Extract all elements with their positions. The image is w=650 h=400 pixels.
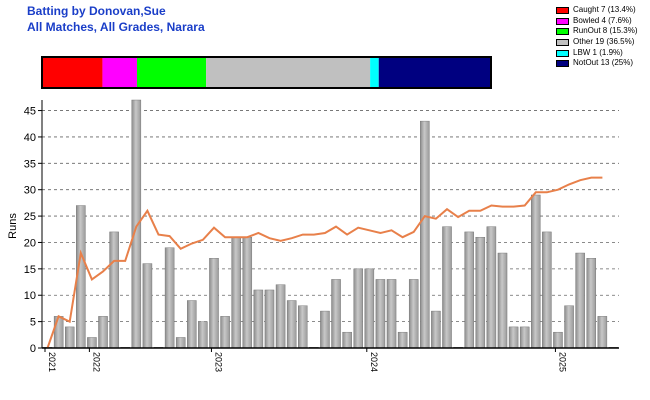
y-axis-label: Runs: [7, 213, 19, 239]
runs-bar: [564, 305, 574, 349]
runs-bar: [353, 268, 363, 349]
legend-label: LBW 1 (1.9%): [573, 47, 623, 57]
runs-bar: [497, 252, 508, 349]
runs-bar: [397, 331, 408, 349]
runs-bar: [364, 268, 375, 349]
legend-item: LBW 1 (1.9%): [556, 48, 637, 59]
dismissal-segment-bowled: [102, 57, 137, 88]
legend-swatch: [556, 38, 569, 46]
legend-swatch: [556, 28, 569, 36]
legend-item: Bowled 4 (7.6%): [556, 16, 637, 27]
average-line: [46, 176, 603, 349]
x-tick-label: 2024: [369, 352, 379, 372]
runs-bar: [64, 326, 75, 349]
runs-bar: [486, 226, 497, 349]
runs-bar: [475, 236, 486, 349]
x-tick-label: 2023: [213, 352, 223, 372]
runs-bar: [253, 289, 264, 349]
runs-bar: [586, 258, 597, 349]
runs-bars: [42, 99, 619, 349]
runs-bar: [597, 316, 608, 349]
dismissal-segment-lbw: [370, 57, 379, 88]
chart-title-line2: All Matches, All Grades, Narara: [27, 20, 205, 34]
runs-bar: [264, 289, 275, 349]
y-tick-label: 45: [24, 106, 36, 118]
runs-bar: [131, 99, 142, 349]
runs-bar: [386, 279, 397, 349]
dismissal-segment-other: [206, 57, 371, 88]
runs-bar: [286, 300, 297, 349]
legend: Caught 7 (13.4%) Bowled 4 (7.6%) RunOut 8 …: [556, 5, 637, 69]
legend-label: NotOut 13 (25%): [573, 58, 634, 68]
runs-bar: [142, 263, 153, 349]
runs-bar: [431, 310, 441, 349]
runs-bar: [175, 337, 186, 349]
dismissal-segment-runout: [136, 57, 207, 88]
x-tick-label: 2025: [557, 352, 567, 372]
runs-bar: [164, 247, 175, 349]
runs-bar: [53, 316, 64, 349]
legend-label: Other 19 (36.5%): [573, 37, 635, 47]
runs-bar: [198, 321, 208, 349]
runs-bar: [87, 337, 97, 349]
runs-bar: [320, 310, 330, 349]
runs-bar: [109, 231, 119, 349]
y-tick-label: 10: [24, 290, 36, 302]
runs-bar: [519, 326, 530, 349]
runs-bar: [220, 316, 230, 349]
y-tick-label: 20: [24, 237, 36, 249]
dismissal-segment-notout: [378, 57, 491, 88]
y-tick-label: 35: [24, 158, 36, 170]
legend-swatch: [556, 60, 569, 68]
dismissal-share-bar: [41, 56, 492, 89]
y-tick-label: 15: [24, 264, 36, 276]
y-tick-label: 40: [24, 132, 36, 144]
legend-item: Other 19 (36.5%): [556, 37, 637, 48]
chart-title-line1: Batting by Donovan,Sue: [27, 4, 166, 18]
runs-bar: [408, 279, 419, 349]
runs-bar: [98, 316, 108, 349]
runs-bar: [553, 331, 563, 349]
legend-label: RunOut 8 (15.3%): [573, 26, 638, 36]
y-tick-label: 0: [30, 343, 36, 355]
average-line-series: [46, 176, 603, 349]
legend-swatch: [556, 49, 569, 57]
runs-bar: [464, 231, 474, 349]
runs-bar: [242, 236, 253, 349]
legend-item: Caught 7 (13.4%): [556, 5, 637, 16]
runs-bar: [542, 231, 552, 349]
legend-swatch: [556, 6, 569, 14]
runs-bar: [209, 258, 219, 349]
runs-bar: [575, 252, 585, 349]
runs-bar: [231, 236, 241, 349]
legend-label: Caught 7 (13.4%): [573, 5, 636, 14]
runs-bar: [331, 279, 341, 349]
runs-bar: [442, 226, 452, 349]
runs-bar: [531, 194, 541, 349]
legend-item: RunOut 8 (15.3%): [556, 26, 637, 37]
legend-item: NotOut 13 (25%): [556, 58, 637, 69]
runs-bar: [342, 331, 352, 349]
legend-swatch: [556, 17, 569, 25]
x-tick-label: 2021: [47, 352, 57, 372]
dismissal-segment-caught: [42, 57, 103, 88]
runs-bar: [275, 284, 286, 349]
runs-bar: [508, 326, 519, 349]
y-tick-label: 30: [24, 185, 36, 197]
y-tick-label: 5: [30, 317, 36, 329]
dismissal-bar-outline: [41, 56, 492, 89]
runs-bar: [375, 279, 386, 349]
runs-bar: [187, 300, 197, 349]
legend-label: Bowled 4 (7.6%): [573, 15, 632, 25]
runs-bar: [298, 305, 308, 349]
runs-bar: [420, 120, 430, 349]
y-tick-label: 25: [24, 211, 36, 223]
x-tick-label: 2022: [91, 352, 101, 372]
